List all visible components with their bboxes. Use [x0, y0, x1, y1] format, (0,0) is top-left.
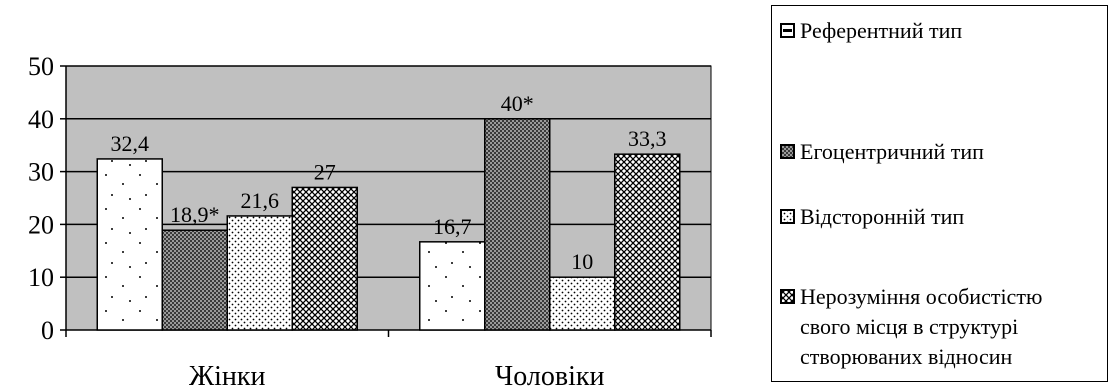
data-label: 40* — [501, 91, 534, 116]
bar-referent — [419, 241, 486, 331]
bar-detached — [226, 215, 293, 331]
legend: Референтний тип Егоцентричний тип Відсто… — [771, 5, 1108, 382]
data-label: 21,6 — [241, 188, 280, 213]
y-tick-label: 20 — [28, 210, 54, 239]
legend-item-egocentric: Егоцентричний тип — [780, 137, 984, 167]
bar-misunderstanding — [614, 153, 681, 331]
legend-item-referent: Референтний тип — [780, 16, 962, 46]
category-label: Жінки — [189, 361, 265, 389]
legend-swatch-referent — [780, 23, 795, 38]
data-label: 27 — [314, 159, 336, 184]
bar-egocentric — [161, 229, 228, 331]
legend-label-misunderstanding: Нерозуміння особистістю свого місця в ст… — [800, 284, 1043, 369]
data-label: 32,4 — [111, 131, 150, 156]
bar-chart: 0 10 20 30 40 50 32,4 18,9* 21,6 27 Жінки 16,7 40* 10… — [28, 52, 712, 389]
data-label: 10 — [571, 249, 593, 274]
legend-swatch-misunderstanding — [780, 289, 795, 304]
legend-item-misunderstanding: Нерозуміння особистістю свого місця в ст… — [780, 282, 1042, 372]
category-label: Чоловіки — [495, 361, 604, 389]
legend-swatch-detached — [780, 209, 795, 224]
data-label: 33,3 — [628, 126, 667, 151]
y-tick-label: 0 — [41, 316, 54, 345]
y-tick-label: 30 — [28, 158, 54, 187]
y-tick-label: 50 — [28, 52, 54, 81]
legend-label-egocentric: Егоцентричний тип — [800, 139, 984, 164]
legend-label-referent: Референтний тип — [800, 18, 963, 43]
legend-label-detached: Відсторонній тип — [800, 204, 965, 229]
data-label: 16,7 — [433, 214, 472, 239]
legend-swatch-egocentric — [780, 144, 795, 159]
data-label: 18,9* — [170, 202, 220, 227]
bar-referent — [96, 158, 163, 331]
bar-misunderstanding — [291, 186, 358, 331]
y-tick-label: 10 — [28, 263, 54, 292]
legend-item-detached: Відсторонній тип — [780, 202, 964, 232]
bar-detached — [549, 276, 616, 331]
y-tick-label: 40 — [28, 105, 54, 134]
bar-egocentric — [484, 118, 551, 331]
